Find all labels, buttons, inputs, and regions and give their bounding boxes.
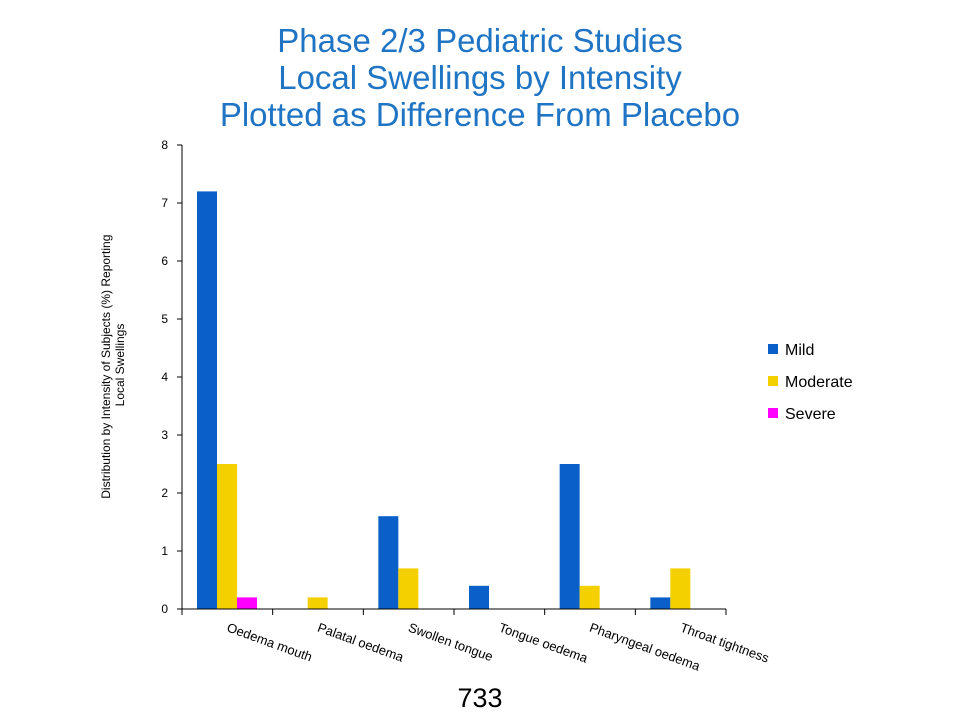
x-tick-label: Tongue oedema — [497, 620, 590, 666]
bar-mild-5 — [559, 464, 580, 609]
y-tick-label: 2 — [161, 486, 168, 500]
legend-label-mild: Mild — [785, 342, 814, 359]
y-tick-label: 7 — [161, 196, 168, 210]
bar-moderate-6 — [670, 568, 691, 609]
bar-mild-1 — [197, 191, 217, 609]
legend-swatch-severe — [768, 408, 778, 418]
x-tick-label: Palatal oedema — [316, 620, 407, 665]
bar-mild-4 — [469, 585, 489, 609]
y-tick-label: 6 — [161, 254, 168, 268]
y-tick-label: 3 — [161, 428, 168, 442]
y-tick-label: 8 — [161, 138, 168, 152]
slide-title: Phase 2/3 Pediatric Studies Local Swelli… — [0, 22, 960, 133]
axes-layer — [177, 144, 727, 615]
y-tick-label: 5 — [161, 312, 168, 326]
y-axis-label-line-1: Distribution by Intensity of Subjects (%… — [99, 235, 113, 499]
y-tick-label: 1 — [161, 544, 168, 558]
legend-swatch-mild — [768, 344, 778, 354]
title-line-2: Local Swellings by Intensity — [278, 59, 682, 96]
legend-label-moderate: Moderate — [785, 374, 853, 391]
bar-moderate-2 — [307, 597, 328, 609]
page-number: 733 — [457, 683, 503, 713]
bar-mild-3 — [378, 516, 399, 609]
bar-moderate-5 — [579, 585, 600, 609]
bar-moderate-3 — [398, 568, 419, 609]
x-tick-labels: Oedema mouth Palatal oedema Swollen tongue… — [225, 620, 772, 674]
legend-swatch-moderate — [768, 376, 778, 386]
y-tick-labels: 0 1 2 3 4 5 6 7 8 — [161, 138, 168, 616]
y-axis-label-line-2: Local Swellings — [113, 324, 127, 407]
y-tick-label: 0 — [161, 602, 168, 616]
y-axis-label: Distribution by Intensity of Subjects (%… — [99, 231, 127, 498]
legend: Mild Moderate Severe — [768, 342, 853, 423]
bar-mild-6 — [650, 597, 671, 609]
bars-layer — [197, 191, 691, 609]
title-line-1: Phase 2/3 Pediatric Studies — [277, 22, 683, 59]
bar-moderate-1 — [217, 464, 237, 609]
x-tick-label: Oedema mouth — [225, 620, 314, 665]
title-line-3: Plotted as Difference From Placebo — [219, 96, 741, 133]
bar-severe-1 — [237, 597, 257, 609]
y-tick-label: 4 — [161, 370, 168, 384]
x-tick-label: Swollen tongue — [406, 620, 495, 665]
legend-label-severe: Severe — [785, 406, 836, 423]
